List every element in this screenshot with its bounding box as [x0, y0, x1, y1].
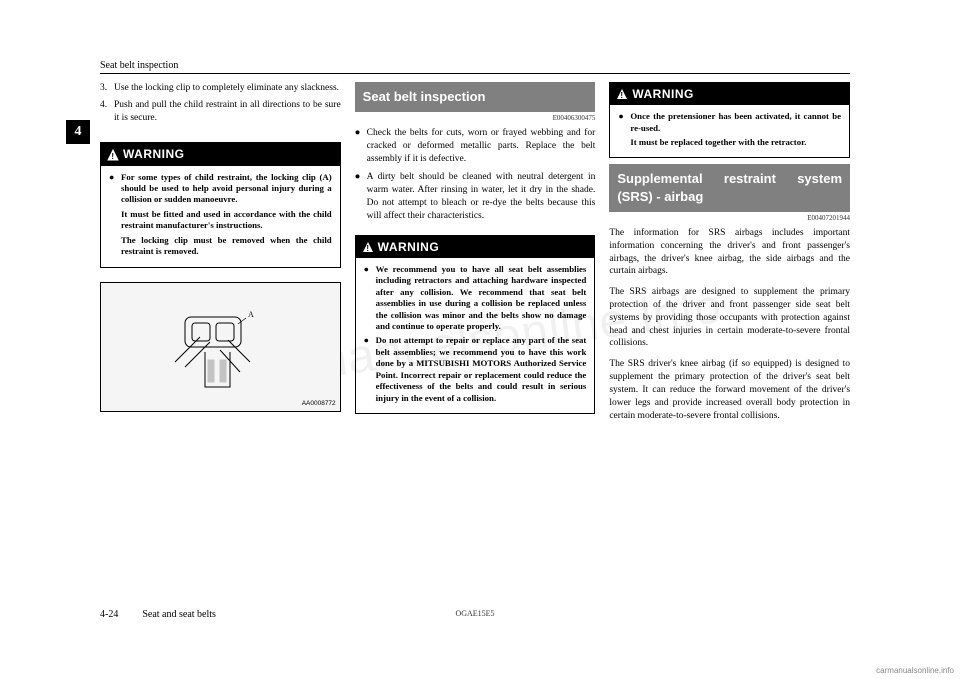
source-link: carmanualsonline.info	[876, 666, 954, 675]
warning-heading: ! WARNING	[610, 83, 849, 105]
list-text: Check the belts for cuts, worn or frayed…	[367, 127, 596, 165]
step-3: 3. Use the locking clip to completely el…	[100, 82, 341, 95]
bullet-icon: ●	[355, 127, 367, 165]
warning-box-3: ! WARNING ● Once the pretensioner has be…	[609, 82, 850, 158]
warning-icon: !	[107, 149, 119, 161]
warning-label: WARNING	[123, 146, 185, 162]
svg-text:!: !	[366, 244, 369, 253]
svg-text:!: !	[111, 152, 114, 161]
section-heading-srs: Supplemental restraint system (SRS) - ai…	[609, 164, 850, 211]
warning-icon: !	[362, 241, 374, 253]
bullet-icon: ●	[109, 172, 121, 258]
numbered-steps: 3. Use the locking clip to completely el…	[100, 82, 341, 128]
clip-diagram: A	[150, 302, 290, 392]
column-2: Seat belt inspection E00406300475 ● Chec…	[355, 82, 596, 562]
footer-code: OGAE15E5	[455, 609, 494, 618]
warning-body: ● We recommend you to have all seat belt…	[356, 258, 595, 413]
warning-text: It must be fitted and used in accordance…	[121, 209, 332, 232]
body-paragraph: The SRS driver's knee airbag (if so equi…	[609, 358, 850, 422]
body-paragraph: The information for SRS airbags includes…	[609, 227, 850, 278]
warning-icon: !	[616, 88, 628, 100]
bullet-icon: ●	[618, 111, 630, 148]
svg-text:A: A	[248, 310, 254, 319]
column-layout: 3. Use the locking clip to completely el…	[100, 82, 850, 562]
step-number: 3.	[100, 82, 114, 95]
page-number: 4-24	[100, 609, 118, 620]
step-4: 4. Push and pull the child restraint in …	[100, 99, 341, 125]
list-text: A dirty belt should be cleaned with neut…	[367, 171, 596, 222]
warning-body: ● For some types of child restraint, the…	[101, 166, 340, 267]
warning-label: WARNING	[632, 86, 694, 102]
bullet-icon: ●	[364, 264, 376, 333]
illustration-code: AA0008772	[302, 400, 336, 409]
warning-box-2: ! WARNING ● We recommend you to have all…	[355, 235, 596, 414]
footer-chapter: Seat and seat belts	[142, 609, 216, 620]
step-text: Use the locking clip to completely elimi…	[114, 82, 339, 95]
section-code: E00406300475	[355, 114, 596, 123]
section-heading-inspection: Seat belt inspection	[355, 82, 596, 112]
column-3: ! WARNING ● Once the pretensioner has be…	[609, 82, 850, 562]
warning-text: Once the pretensioner has been activated…	[630, 111, 841, 134]
running-head: Seat belt inspection	[100, 60, 850, 74]
chapter-tab: 4	[66, 120, 90, 144]
column-1: 3. Use the locking clip to completely el…	[100, 82, 341, 562]
warning-heading: ! WARNING	[101, 143, 340, 165]
step-text: Push and pull the child restraint in all…	[114, 99, 341, 125]
page-footer: 4-24 Seat and seat belts OGAE15E5	[100, 609, 850, 620]
warning-box-1: ! WARNING ● For some types of child rest…	[100, 142, 341, 267]
inspection-list: ● Check the belts for cuts, worn or fray…	[355, 127, 596, 229]
warning-body: ● Once the pretensioner has been activat…	[610, 105, 849, 157]
warning-text: The locking clip must be removed when th…	[121, 235, 332, 258]
warning-text: It must be replaced together with the re…	[630, 137, 841, 148]
page-content: Seat belt inspection 4 3. Use the lockin…	[100, 60, 850, 620]
step-number: 4.	[100, 99, 114, 125]
warning-heading: ! WARNING	[356, 236, 595, 258]
list-item: ● A dirty belt should be cleaned with ne…	[355, 171, 596, 222]
list-item: ● Check the belts for cuts, worn or fray…	[355, 127, 596, 165]
section-code: E00407201944	[609, 214, 850, 223]
warning-text: For some types of child restraint, the l…	[121, 172, 332, 206]
svg-text:!: !	[621, 91, 624, 100]
bullet-icon: ●	[355, 171, 367, 222]
body-paragraph: The SRS airbags are designed to suppleme…	[609, 286, 850, 350]
bullet-icon: ●	[364, 335, 376, 404]
warning-text: We recommend you to have all seat belt a…	[376, 264, 587, 333]
warning-label: WARNING	[378, 239, 440, 255]
locking-clip-illustration: A AA0008772	[100, 282, 341, 412]
warning-text: Do not attempt to repair or replace any …	[376, 335, 587, 404]
